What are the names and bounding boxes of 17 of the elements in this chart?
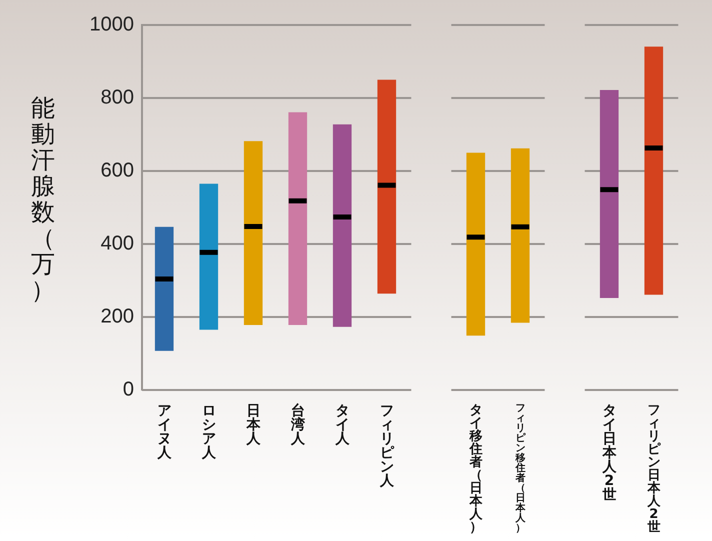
category-label: タイ移住者（日本人） [469,403,482,535]
x-tick-label: アイヌ人 [156,403,172,461]
category-label: フィリピン移住者（日本人） [515,403,526,534]
x-tick-label: 日本人 [245,403,262,447]
y-tick-label: 200 [100,306,134,328]
y-tick-label: 1000 [90,14,134,36]
y-tick-label: 400 [100,232,134,255]
x-tick-label: タイ人 [334,403,350,447]
x-tick-label: ロシア人 [200,403,217,461]
x-tick-label: 台湾人 [290,403,306,447]
y-axis-title: 能動汗腺数（万） [30,94,56,304]
y-tick-label: 0 [122,378,134,401]
x-tick-label: フィリピン人 [378,403,395,489]
category-label: フィリピン日本人2世 [647,403,660,535]
x-tick-label: タイ日本人2世 [601,403,618,503]
y-tick-label: 600 [100,160,134,182]
y-tick-label: 800 [100,86,134,109]
